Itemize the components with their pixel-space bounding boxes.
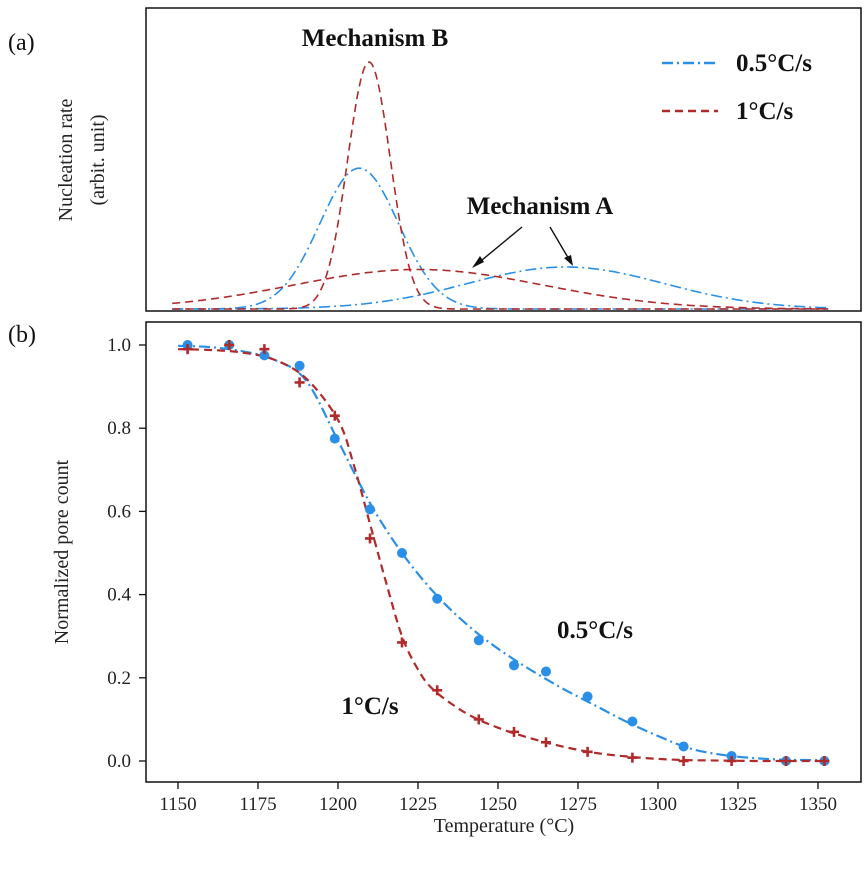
data-point-fast <box>726 756 737 766</box>
arrow-to-slow-mechanism-a <box>549 226 571 262</box>
data-point-fast <box>509 726 519 737</box>
panel-a-frame <box>145 7 862 312</box>
data-point-fast <box>678 756 689 766</box>
data-point-fast <box>473 714 484 725</box>
y-tick-label: 0.6 <box>107 501 131 522</box>
mechanism-b-label: Mechanism B <box>302 25 449 52</box>
data-point-fast <box>432 685 443 696</box>
data-point-slow <box>294 360 305 371</box>
fit-curve-0-5-c-s-fit <box>177 344 825 762</box>
data-point-slow <box>582 691 593 702</box>
y-tick-label: 0.8 <box>107 418 131 439</box>
arrowhead-slow <box>564 255 573 266</box>
data-point-slow <box>397 548 407 558</box>
y-tick-label: 1.0 <box>107 335 131 356</box>
x-tick-label: 1300 <box>639 794 677 815</box>
curve-0-5-c-s-mechanism-b <box>172 167 829 310</box>
panel-b-frame <box>145 321 862 783</box>
x-tick-label: 1175 <box>239 794 276 815</box>
x-axis-label: Temperature (°C) <box>434 815 574 837</box>
data-point-slow <box>541 666 551 677</box>
x-tick-label: 1150 <box>159 794 196 815</box>
data-point-fast <box>541 737 551 748</box>
data-point-slow <box>509 660 519 671</box>
x-tick-label: 1350 <box>799 794 837 815</box>
panel-b-ticks: 1150 1175 1200 1225 1250 1275 1300 1325 1350 0.0 0… <box>107 335 837 815</box>
panel-b: (b) 1150 1175 1200 1225 1250 1275 1300 1325 1350… <box>8 321 862 837</box>
data-point-slow <box>329 433 340 444</box>
x-tick-label: 1200 <box>319 794 357 815</box>
fit-curve-1-c-s-fit <box>177 348 825 763</box>
mechanism-a-arrows <box>472 226 573 268</box>
y-tick-label: 0.0 <box>107 751 131 772</box>
panel-a-ylabel-line1: Nucleation rate <box>55 99 77 222</box>
y-tick-label: 0.2 <box>107 668 131 689</box>
x-tick-label: 1225 <box>399 794 437 815</box>
arrowhead-fast <box>472 256 484 268</box>
panel-a-curves <box>172 61 829 310</box>
mechanism-a-label: Mechanism A <box>467 193 614 220</box>
data-point-fast <box>259 344 270 355</box>
legend-label-slow: 0.5°C/s <box>736 50 812 77</box>
x-tick-label: 1250 <box>479 794 517 815</box>
data-point-fast <box>329 410 340 421</box>
data-point-fast <box>397 637 407 648</box>
data-point-slow <box>432 593 443 604</box>
curve-0-5-c-s-mechanism-a <box>172 266 829 310</box>
data-point-fast <box>781 756 791 766</box>
data-points <box>182 340 830 766</box>
data-point-slow <box>627 716 638 727</box>
curve-1-c-s-mechanism-a <box>172 268 829 310</box>
series-label-slow: 0.5°C/s <box>557 617 633 644</box>
data-point-fast <box>582 746 593 757</box>
y-axis-label: Normalized pore count <box>51 459 73 644</box>
data-point-fast <box>182 344 193 355</box>
data-point-slow <box>473 635 484 646</box>
panel-a-label: (a) <box>8 30 35 56</box>
x-tick-label: 1325 <box>719 794 757 815</box>
panel-a: (a) Nucleation rate (arbit. unit) Mechan… <box>8 7 862 312</box>
x-tick-label: 1275 <box>559 794 597 815</box>
data-point-slow <box>678 741 689 752</box>
arrow-to-fast-mechanism-a <box>475 226 523 266</box>
data-point-fast <box>365 533 375 544</box>
data-point-slow <box>365 504 375 515</box>
panel-b-label: (b) <box>8 322 36 348</box>
data-point-fast <box>627 752 638 763</box>
data-point-slow <box>259 350 270 361</box>
curve-1-c-s-mechanism-b <box>172 61 829 310</box>
data-point-fast <box>224 340 235 350</box>
series-label-fast: 1°C/s <box>341 693 398 720</box>
data-point-fast <box>294 377 305 388</box>
legend-label-fast: 1°C/s <box>736 98 793 125</box>
data-point-fast <box>819 756 830 766</box>
legend: 0.5°C/s 1°C/s <box>662 50 812 125</box>
y-tick-label: 0.4 <box>107 585 131 606</box>
panel-a-ylabel-line2: (arbit. unit) <box>87 114 109 205</box>
fit-curves <box>177 344 825 763</box>
